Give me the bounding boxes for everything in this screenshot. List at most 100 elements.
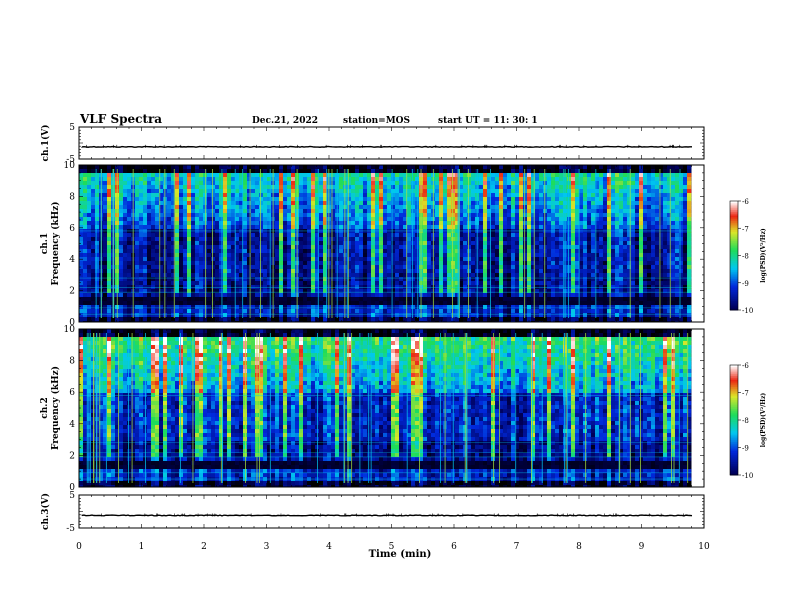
ch1s-cell — [435, 193, 440, 198]
ch1s-cell — [303, 205, 308, 210]
ch1s-cell — [199, 197, 204, 202]
ch1s-cell — [447, 309, 452, 314]
ch1s-cell — [227, 309, 232, 314]
ch1s-cell — [507, 237, 512, 242]
ch1s-cell — [531, 273, 536, 278]
ch1s-cell — [255, 285, 260, 290]
ch1s-cell — [483, 221, 488, 226]
ch1s-cell — [523, 177, 528, 182]
ch1s-cell — [263, 317, 268, 322]
ch1s-cell — [375, 217, 380, 222]
ch1s-cell — [147, 245, 152, 250]
ch1s-cell — [447, 233, 452, 238]
ch1s-cell — [559, 169, 564, 174]
ch1s-cell — [223, 293, 228, 298]
ch1s-cell — [187, 265, 192, 270]
ch1s-cell — [479, 237, 484, 242]
ch1s-cell — [215, 237, 220, 242]
ch1s-cell — [295, 317, 300, 322]
ch1s-cell — [279, 173, 284, 178]
ch1s-cell — [323, 249, 328, 254]
ch1s-cell — [387, 253, 392, 258]
ch1s-cell — [331, 309, 336, 314]
ch1s-cell — [83, 253, 88, 258]
ch1s-cell — [195, 245, 200, 250]
ch1s-cell — [387, 205, 392, 210]
ch1s-cell — [283, 249, 288, 254]
ch1s-cell — [435, 209, 440, 214]
ch1s-cell — [79, 221, 84, 226]
ch1s-cell — [167, 185, 172, 190]
ch1s-cell — [119, 249, 124, 254]
ch1s-cell — [91, 257, 96, 262]
ch1s-cell — [347, 309, 352, 314]
ch1s-cell — [407, 245, 412, 250]
ch1s-cell — [287, 217, 292, 222]
ch1s-cell — [243, 269, 248, 274]
ch1s-cell — [507, 193, 512, 198]
ch1s-cell — [467, 241, 472, 246]
ch1s-cell — [483, 261, 488, 266]
ch1s-cell — [283, 317, 288, 322]
ch1s-cell — [387, 261, 392, 266]
ch1s-cell — [435, 197, 440, 202]
ch1s-cell — [199, 257, 204, 262]
ch1s-cell — [191, 313, 196, 318]
ch1s-cell — [555, 225, 560, 230]
ch1s-cell — [107, 257, 112, 262]
ch1s-cell — [463, 285, 468, 290]
ch1s-cell — [211, 269, 216, 274]
ch1s-cell — [339, 309, 344, 314]
ch1s-cell — [491, 301, 496, 306]
ch1s-cell — [499, 269, 504, 274]
ch1-voltage-panel: 5-5ch.1(V) — [40, 123, 705, 165]
ch1s-cell — [483, 277, 488, 282]
ch1s-cell — [511, 181, 516, 186]
ch1s-cell — [479, 249, 484, 254]
ch1s-cell — [143, 309, 148, 314]
ch1s-cell — [235, 281, 240, 286]
ch1s-cell — [319, 317, 324, 322]
ch1s-cell — [91, 301, 96, 306]
ch1s-cell — [287, 245, 292, 250]
ch1s-cell — [263, 217, 268, 222]
ch1s-cell — [283, 297, 288, 302]
ch1s-cell — [555, 257, 560, 262]
ch1s-cell — [275, 273, 280, 278]
ch1s-cell — [471, 257, 476, 262]
ch1s-cell — [487, 261, 492, 266]
ch1s-cell — [383, 181, 388, 186]
ch1s-cell — [363, 273, 368, 278]
ch1s-cell — [479, 169, 484, 174]
ch1s-cell — [531, 221, 536, 226]
ch1s-cell — [451, 201, 456, 206]
ch1s-cell — [155, 217, 160, 222]
ch1s-cell — [195, 281, 200, 286]
ch1s-cell — [379, 225, 384, 230]
ch1s-cell — [231, 201, 236, 206]
ch1s-cell — [527, 225, 532, 230]
ch1s-cell — [447, 317, 452, 322]
ch1s-cell — [303, 269, 308, 274]
ch1s-cell — [371, 221, 376, 226]
ch1s-cell — [103, 261, 108, 266]
ch1s-cell — [331, 221, 336, 226]
ch1s-cell — [251, 217, 256, 222]
ch1s-cell — [315, 253, 320, 258]
ch1s-cell — [283, 301, 288, 306]
ch1s-cell — [443, 169, 448, 174]
ch1s-cell — [539, 241, 544, 246]
ch1s-cell — [323, 309, 328, 314]
ch1s-cell — [171, 185, 176, 190]
ch1s-cell — [227, 237, 232, 242]
ch1s-cell — [287, 165, 292, 170]
ch1s-cell — [507, 233, 512, 238]
ch1s-cell — [191, 221, 196, 226]
ch1s-cell — [191, 197, 196, 202]
ch1s-cell — [555, 213, 560, 218]
ch1s-cell — [91, 209, 96, 214]
ch1s-cell — [395, 305, 400, 310]
ch1s-cell — [95, 245, 100, 250]
ch1s-cell — [491, 265, 496, 270]
ch1s-cell — [203, 273, 208, 278]
